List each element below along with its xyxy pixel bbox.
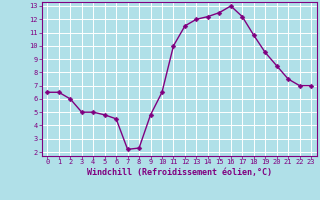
- X-axis label: Windchill (Refroidissement éolien,°C): Windchill (Refroidissement éolien,°C): [87, 168, 272, 177]
